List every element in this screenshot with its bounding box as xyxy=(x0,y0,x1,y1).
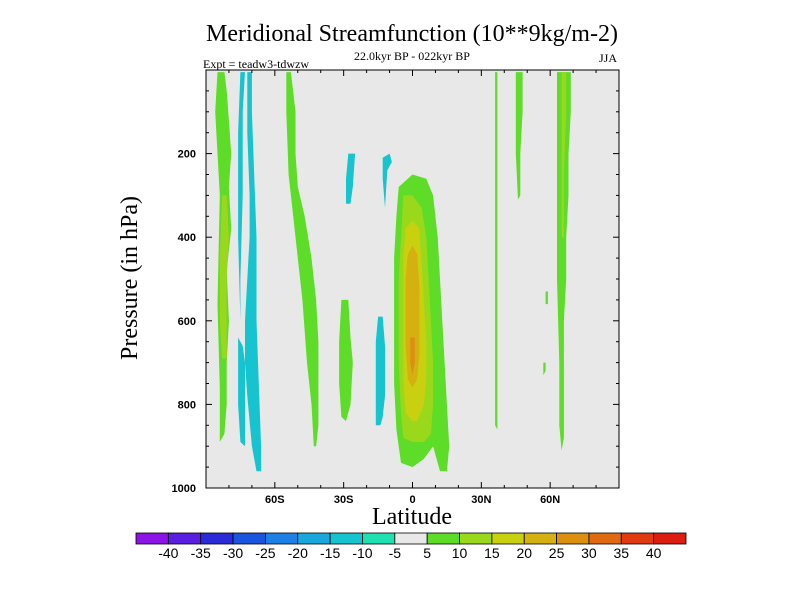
season-label: JJA xyxy=(599,51,617,65)
x-axis-label: Latitude xyxy=(372,504,452,530)
colorbar-swatch-9 xyxy=(426,532,460,545)
colorbar-swatch-12 xyxy=(523,532,557,545)
x-tick-label: 60N xyxy=(540,494,560,506)
colorbar-swatch-2 xyxy=(200,532,234,545)
y-tick-label: 600 xyxy=(178,316,196,328)
colorbar-label: -25 xyxy=(255,545,275,561)
colorbar-label: -15 xyxy=(320,545,340,561)
contour-region-20 xyxy=(545,291,548,305)
colorbar-label: 15 xyxy=(484,545,500,561)
colorbar-label: -5 xyxy=(389,545,402,561)
colorbar-label: -40 xyxy=(158,545,178,561)
colorbar-label: 25 xyxy=(549,545,565,561)
colorbar-label: 5 xyxy=(423,545,431,561)
colorbar-swatch-3 xyxy=(232,532,266,545)
colorbar-swatch-10 xyxy=(459,532,493,545)
colorbar-swatch-11 xyxy=(491,532,525,545)
contour-regions xyxy=(215,72,571,472)
x-tick-label: 60S xyxy=(265,494,285,506)
contour-region-15 xyxy=(495,72,498,430)
colorbar-label: 20 xyxy=(516,545,532,561)
colorbar-label: -20 xyxy=(288,545,308,561)
contour-region-4 xyxy=(238,337,245,447)
chart-title: Meridional Streamfunction (10**9kg/m-2) xyxy=(206,21,618,47)
contour-region-3 xyxy=(245,72,262,472)
y-tick-label: 800 xyxy=(178,399,196,411)
contour-region-13 xyxy=(405,245,420,388)
contour-region-18 xyxy=(561,72,567,238)
colorbar-label: 30 xyxy=(581,545,597,561)
y-tick-label: 400 xyxy=(178,232,196,244)
contour-region-2 xyxy=(238,72,245,321)
colorbar-label: 35 xyxy=(614,545,630,561)
colorbar-swatch-6 xyxy=(329,532,363,545)
contour-region-17 xyxy=(557,72,571,451)
y-axis-label: Pressure (in hPa) xyxy=(117,196,143,360)
contour-region-5 xyxy=(286,72,319,447)
colorbar-swatch-1 xyxy=(167,532,202,545)
experiment-label: Expt = teadw3-tdwzw xyxy=(203,57,309,71)
y-tick-label: 200 xyxy=(178,149,196,161)
axes: 200 400 600 800 1000 60S 30S 0 30N 60N xyxy=(172,70,619,506)
colorbar-label: 10 xyxy=(452,545,468,561)
contour-region-1 xyxy=(219,195,229,359)
colorbar-label: -30 xyxy=(223,545,243,561)
colorbar-swatch-5 xyxy=(297,532,331,545)
colorbar-swatch-13 xyxy=(556,532,590,545)
contour-region-14 xyxy=(410,337,415,376)
contour-region-6 xyxy=(339,299,353,422)
y-tick-label: 1000 xyxy=(172,483,196,495)
colorbar-swatch-7 xyxy=(362,532,396,545)
contour-region-9 xyxy=(382,153,392,208)
contour-region-16 xyxy=(515,72,523,200)
colorbar-swatch-14 xyxy=(588,532,622,545)
colorbar-swatch-4 xyxy=(265,532,299,545)
colorbar-swatch-16 xyxy=(653,532,687,545)
colorbar-label: 40 xyxy=(646,545,662,561)
colorbar-swatch-15 xyxy=(620,532,655,545)
x-tick-label: 30N xyxy=(471,494,491,506)
contour-region-19 xyxy=(543,362,546,376)
period-label: 22.0kyr BP - 022kyr BP xyxy=(354,49,470,63)
colorbar: -40 -35 -30 -25 -20 -15 -10 -5 5 10 15 20 25 30 35 40 xyxy=(135,532,687,561)
x-tick-label: 0 xyxy=(409,494,415,506)
colorbar-label: -35 xyxy=(191,545,211,561)
x-tick-label: 30S xyxy=(334,494,354,506)
colorbar-swatch-8 xyxy=(394,532,428,545)
contour-region-7 xyxy=(346,153,356,204)
contour-region-8 xyxy=(375,316,385,426)
colorbar-swatch-0 xyxy=(135,532,169,545)
plot-area xyxy=(205,69,620,489)
colorbar-label: -10 xyxy=(352,545,372,561)
